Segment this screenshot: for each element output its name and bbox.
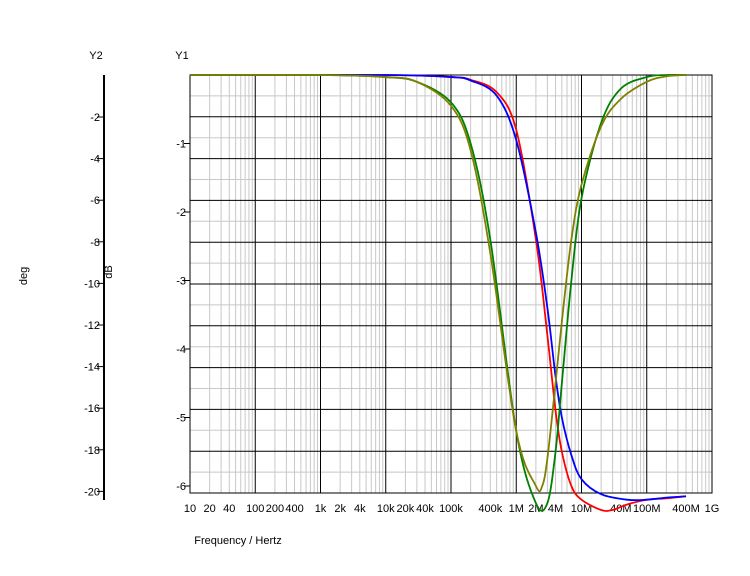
y1-tick-labels: -1 -2 -3 -4 -5 -6	[176, 139, 190, 493]
series-line	[189, 73, 687, 493]
x-tick-label: 100k	[439, 503, 463, 515]
x-tick-label: 400k	[478, 503, 502, 515]
y2-tick-label: -8	[90, 237, 100, 249]
x-tick-label: 200	[266, 503, 284, 515]
y1-tick-label: -2	[176, 207, 186, 219]
y2-tick-label: -18	[84, 445, 100, 457]
y1-tick-label: -5	[176, 413, 186, 425]
series-lines	[189, 73, 687, 512]
x-tick-label: 20	[204, 503, 216, 515]
y2-tick-label: -10	[84, 278, 100, 290]
x-tick-label: 10	[184, 503, 196, 515]
x-tick-label: 2k	[334, 503, 346, 515]
series-line	[189, 73, 687, 512]
x-tick-label: 4k	[354, 503, 366, 515]
y2-axis-label: deg	[18, 267, 30, 285]
x-tick-label: 4M	[548, 503, 563, 515]
y2-tick-labels: -2 -4 -6 -8 -10 -12 -14 -16 -18 -20	[84, 112, 104, 498]
x-tick-label: 400	[285, 503, 303, 515]
series-line	[189, 73, 687, 512]
y1-tick-label: -1	[176, 139, 186, 151]
y1-tick-label: -3	[176, 276, 186, 288]
y2-tick-label: -14	[84, 362, 100, 374]
x-tick-label: 10k	[377, 503, 395, 515]
x-tick-label: 20k	[397, 503, 415, 515]
y2-tick-label: -4	[90, 154, 100, 166]
x-tick-label: 40	[223, 503, 235, 515]
y2-tick-label: -2	[90, 112, 100, 124]
x-tick-label: 1G	[705, 503, 720, 515]
x-axis-label: Frequency / Hertz	[194, 535, 281, 547]
x-tick-label: 100	[246, 503, 264, 515]
y1-tick-label: -4	[176, 344, 186, 356]
x-tick-labels: 10 20 40 100 200 400 1k 2k 4k 10k 20k 40k 100k 400k 1M…	[184, 503, 719, 515]
y2-axis-title: Y2	[89, 50, 102, 62]
y2-tick-label: -6	[90, 195, 100, 207]
x-tick-label: 1k	[315, 503, 327, 515]
y1-tick-label: -6	[176, 481, 186, 493]
x-tick-label: 40M	[610, 503, 631, 515]
x-tick-label: 100M	[633, 503, 661, 515]
y1-axis-label: dB	[103, 265, 115, 278]
y2-tick-label: -16	[84, 403, 100, 415]
plot-area	[189, 74, 713, 494]
x-tick-label: 2M	[528, 503, 543, 515]
y2-tick-label: -20	[84, 486, 100, 498]
x-tick-label: 400M	[672, 503, 700, 515]
y2-tick-label: -12	[84, 320, 100, 332]
x-tick-label: 40k	[416, 503, 434, 515]
series-line	[189, 73, 687, 502]
x-tick-label: 10M	[571, 503, 592, 515]
x-tick-label: 1M	[509, 503, 524, 515]
y1-axis-title: Y1	[175, 50, 188, 62]
